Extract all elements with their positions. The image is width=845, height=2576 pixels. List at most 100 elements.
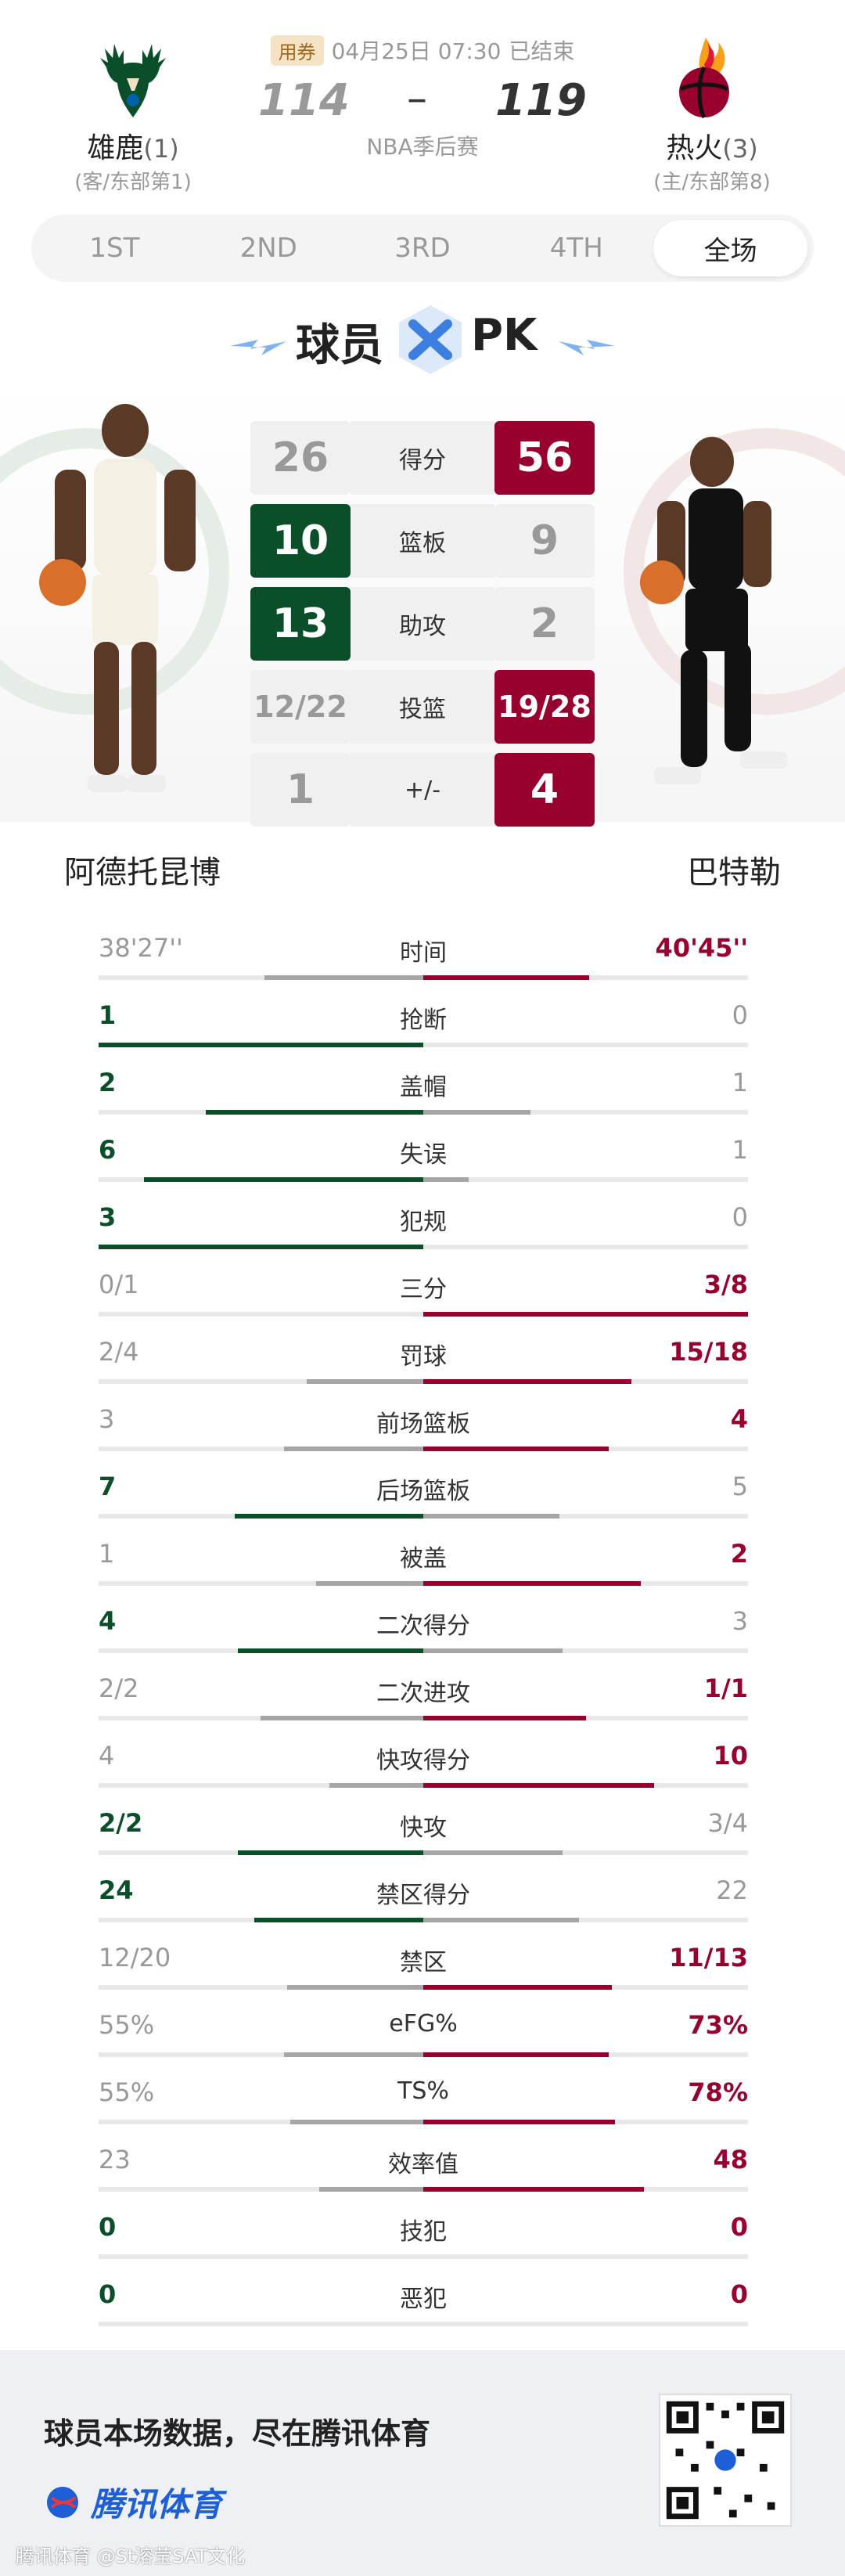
stat-left-value: 1 [99, 1539, 115, 1569]
stat-row: 55% eFG% 73% [99, 2002, 748, 2070]
stat-row: 4 二次得分 3 [99, 1598, 748, 1666]
stat-row: 2/2 二次进攻 1/1 [99, 1666, 748, 1733]
home-team-seed: (3) [722, 134, 758, 164]
stat-row: 2 盖帽 1 [99, 1060, 748, 1127]
tab-4th[interactable]: 4TH [549, 232, 603, 264]
stat-bar-left [329, 1783, 423, 1788]
stat-left-value: 55% [99, 2010, 155, 2040]
home-team-sub: (主/东部第8) [653, 171, 771, 194]
stat-right-value: 0 [732, 1202, 748, 1232]
stat-bar-right [423, 1850, 563, 1855]
stat-left-value: 2/2 [99, 1673, 139, 1703]
stat-bar-left [284, 2052, 423, 2057]
game-datetime: 04月25日 07:30 [331, 38, 502, 64]
pk-row-assists: 13 助攻 2 [250, 587, 595, 661]
qr-code[interactable] [659, 2394, 792, 2527]
pk-title-left: 球员 [296, 320, 383, 371]
stat-bar-right [423, 1581, 641, 1586]
stat-bar-right [423, 1783, 654, 1788]
score-dash: – [407, 75, 427, 122]
stat-bar-left [287, 1985, 423, 1990]
player-hero: 26 得分 56 10 篮板 9 13 助攻 2 12/22 投篮 19/28 … [0, 384, 845, 827]
stat-bar-track [99, 2254, 748, 2259]
stat-row: 0 恶犯 0 [99, 2272, 748, 2339]
stat-left-value: 24 [99, 1875, 134, 1905]
stat-bar-left [316, 1581, 423, 1586]
stat-bar-right [423, 1918, 579, 1922]
away-team-label: 雄鹿 [87, 132, 144, 164]
tab-full-game[interactable]: 全场 [653, 220, 807, 276]
tab-2nd[interactable]: 2ND [239, 232, 297, 264]
player-photo-right [624, 428, 845, 784]
pk-right-value: 9 [494, 504, 595, 578]
stat-label: 禁区 [400, 1949, 447, 1976]
lightning-left-icon [230, 340, 286, 355]
stat-bar-right [423, 1177, 469, 1182]
pk-left-value: 1 [250, 753, 351, 827]
stat-bar-left [254, 1918, 423, 1922]
tab-3rd[interactable]: 3RD [394, 232, 451, 264]
stat-label: 效率值 [388, 2151, 458, 2178]
pk-right-value: 56 [494, 421, 595, 495]
stat-bar-right [423, 1379, 631, 1384]
stat-right-value: 0 [732, 1000, 748, 1030]
stat-right-value: 1 [732, 1068, 748, 1097]
stat-left-value: 1 [99, 1000, 117, 1030]
pk-right-value: 19/28 [494, 670, 595, 744]
player-left-name[interactable]: 阿德托昆博 [64, 855, 221, 891]
heat-logo[interactable] [657, 31, 751, 125]
brand[interactable]: 腾讯体育 [44, 2478, 222, 2526]
versus-x-icon [399, 305, 462, 374]
brand-name: 腾讯体育 [91, 2485, 223, 2524]
game-status: 已结束 [509, 38, 575, 64]
game-meta: 用券 04月25日 07:30 已结束 [250, 34, 595, 66]
stat-bar-right [423, 1110, 530, 1115]
pk-label: 篮板 [351, 504, 494, 578]
stat-right-value: 40'45'' [655, 933, 748, 963]
stat-left-value: 55% [99, 2077, 155, 2107]
ticket-badge[interactable]: 用券 [270, 34, 324, 66]
stat-left-value: 2/2 [99, 1808, 143, 1838]
away-team-name: 雄鹿(1) [31, 125, 235, 166]
game-header: 雄鹿(1) (客/东部第1) 热火(3) (主/东部第8) 用券 04月25日 … [0, 0, 845, 211]
stat-right-value: 10 [713, 1741, 748, 1771]
bucks-logo[interactable] [86, 31, 180, 125]
stat-label: 犯规 [400, 1209, 447, 1236]
stat-row: 12/20 禁区 11/13 [99, 1935, 748, 2002]
footer-slogan: 球员本场数据，尽在腾讯体育 [44, 2416, 431, 2451]
stat-bar-track [99, 1043, 748, 1047]
stat-right-value: 3 [732, 1606, 748, 1636]
pk-right-value: 4 [494, 753, 595, 827]
stat-bar-left [264, 975, 423, 980]
stat-right-value: 1 [732, 1135, 748, 1165]
stat-label: 技犯 [400, 2218, 447, 2246]
player-photo-left [0, 404, 229, 792]
player-names: 阿德托昆博 巴特勒 [0, 847, 845, 894]
player-right-name[interactable]: 巴特勒 [687, 855, 781, 891]
pk-label: 投篮 [351, 670, 494, 744]
pk-row-rebounds: 10 篮板 9 [250, 504, 595, 578]
pk-row-points: 26 得分 56 [250, 421, 595, 495]
stat-row: 4 快攻得分 10 [99, 1733, 748, 1800]
stat-left-value: 3 [99, 1202, 117, 1232]
stat-bar-left [290, 2120, 423, 2124]
stat-bar-right [423, 2120, 615, 2124]
stat-right-value: 1/1 [703, 1673, 748, 1703]
stat-bar-left [307, 1379, 423, 1384]
stat-right-value: 0 [730, 2212, 748, 2242]
scoreboard: 114 – 119 [258, 75, 587, 130]
stat-bar-right [423, 1985, 612, 1990]
stat-right-value: 2 [730, 1539, 748, 1569]
stat-right-value: 78% [688, 2077, 748, 2107]
stat-right-value: 0 [730, 2279, 748, 2309]
stat-right-value: 11/13 [669, 1943, 748, 1973]
tab-1st[interactable]: 1ST [89, 232, 140, 264]
stat-bar-left [238, 1648, 423, 1653]
watermark: 腾讯体育 @St溶莹SAT文化 [16, 2545, 246, 2567]
pk-left-value: 26 [250, 421, 351, 495]
stat-row: 1 被盖 2 [99, 1531, 748, 1598]
stat-label: 恶犯 [400, 2286, 447, 2313]
stat-left-value: 7 [99, 1472, 117, 1501]
pk-title-right: PK [471, 310, 538, 361]
